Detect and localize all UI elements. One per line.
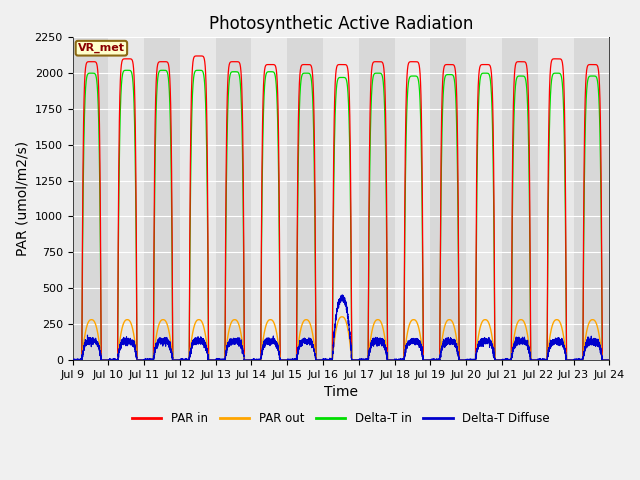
Bar: [573, 37, 609, 360]
Bar: [72, 37, 108, 360]
Bar: [502, 37, 538, 360]
Bar: [180, 37, 216, 360]
Legend: PAR in, PAR out, Delta-T in, Delta-T Diffuse: PAR in, PAR out, Delta-T in, Delta-T Dif…: [127, 408, 555, 430]
Bar: [108, 37, 144, 360]
Bar: [359, 37, 395, 360]
Bar: [287, 37, 323, 360]
Text: VR_met: VR_met: [78, 43, 125, 53]
Bar: [144, 37, 180, 360]
Title: Photosynthetic Active Radiation: Photosynthetic Active Radiation: [209, 15, 473, 33]
Bar: [395, 37, 431, 360]
Bar: [323, 37, 359, 360]
Bar: [431, 37, 466, 360]
Bar: [252, 37, 287, 360]
Bar: [538, 37, 573, 360]
Y-axis label: PAR (umol/m2/s): PAR (umol/m2/s): [15, 141, 29, 256]
Bar: [216, 37, 252, 360]
X-axis label: Time: Time: [324, 385, 358, 399]
Bar: [466, 37, 502, 360]
Bar: [609, 37, 640, 360]
